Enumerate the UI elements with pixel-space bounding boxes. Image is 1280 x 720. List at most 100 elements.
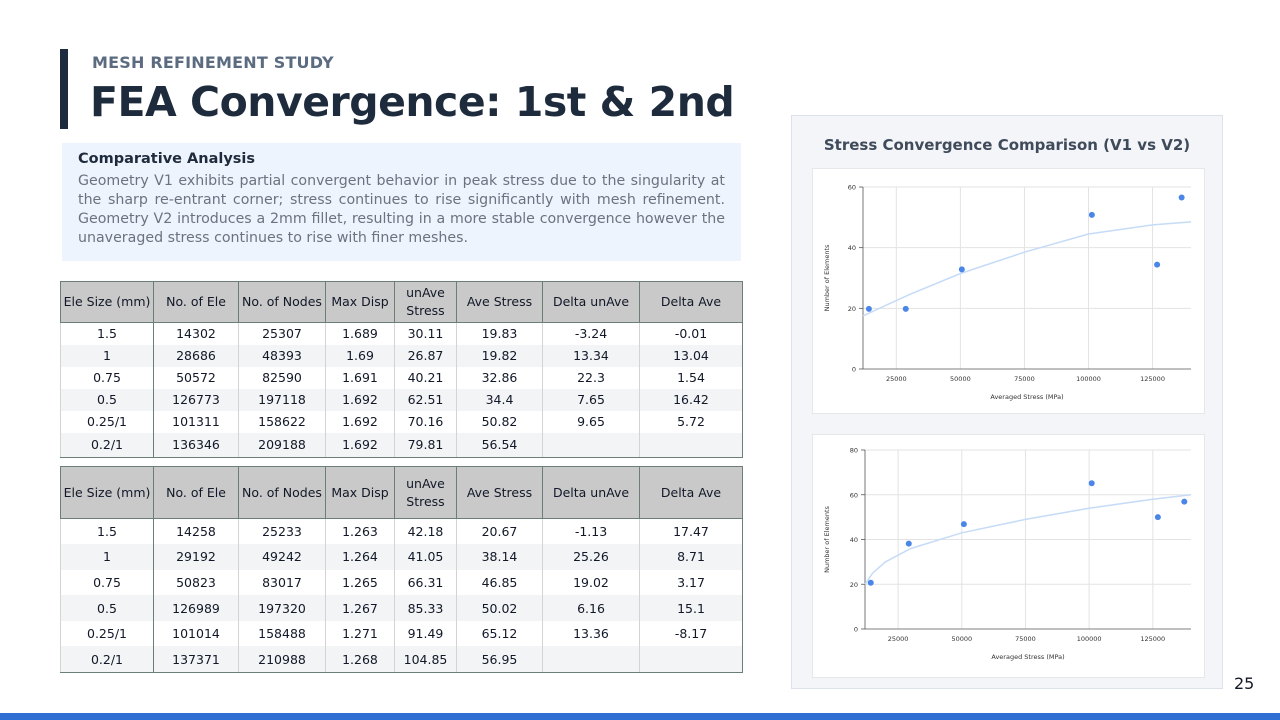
table-cell: 48393 bbox=[238, 344, 326, 367]
table-row: 1 29192 49242 1.264 41.05 38.14 25.26 8.… bbox=[60, 544, 743, 570]
col-header: Ele Size (mm) bbox=[60, 281, 154, 323]
v2-results-table: Ele Size (mm) No. of Ele No. of Nodes Ma… bbox=[60, 466, 743, 673]
data-point bbox=[867, 579, 874, 586]
table-cell: 1.268 bbox=[325, 646, 395, 673]
x-tick-label: 25000 bbox=[886, 375, 907, 383]
data-point bbox=[905, 540, 912, 547]
table-cell: 1.692 bbox=[325, 410, 395, 433]
table-cell: 0.25/1 bbox=[60, 410, 154, 433]
table-cell: 1.691 bbox=[325, 366, 395, 389]
x-tick-label: 125000 bbox=[1140, 635, 1165, 643]
v2-chart-card: 25000 50000 75000 100000 125000 0 20 40 60 80 Aver… bbox=[812, 434, 1205, 678]
table-cell: 34.4 bbox=[456, 388, 543, 411]
table-cell: 49242 bbox=[238, 544, 326, 570]
table-cell: 1.265 bbox=[325, 569, 395, 596]
table-cell: 65.12 bbox=[456, 620, 543, 647]
table-cell: 7.65 bbox=[542, 388, 640, 411]
slide-title: FEA Convergence: 1st & 2nd bbox=[90, 78, 735, 126]
table-cell: 56.54 bbox=[456, 432, 543, 458]
table-cell: 70.16 bbox=[394, 410, 457, 433]
trend-line bbox=[862, 221, 1192, 317]
trend-line bbox=[864, 494, 1192, 585]
col-header: Ave Stress bbox=[456, 281, 543, 323]
col-header: No. of Nodes bbox=[238, 281, 326, 323]
col-header: Ave Stress bbox=[456, 466, 543, 519]
table-cell: 50.82 bbox=[456, 410, 543, 433]
table-cell: 1.264 bbox=[325, 544, 395, 570]
table-cell: 56.95 bbox=[456, 646, 543, 673]
v1-chart-card: 25000 50000 75000 100000 125000 0 20 40 60 Averag… bbox=[812, 168, 1205, 414]
table-cell: 19.82 bbox=[456, 344, 543, 367]
y-tick-label: 80 bbox=[850, 447, 858, 455]
table-cell: 40.21 bbox=[394, 366, 457, 389]
x-tick-label: 100000 bbox=[1076, 375, 1101, 383]
data-point bbox=[1088, 211, 1095, 218]
v2-scatter-chart: 25000 50000 75000 100000 125000 0 20 40 60 80 Aver… bbox=[823, 447, 1192, 661]
data-point bbox=[958, 266, 965, 273]
table-cell: 20.67 bbox=[456, 518, 543, 545]
table-cell: 158622 bbox=[238, 410, 326, 433]
table-cell: 50823 bbox=[153, 569, 239, 596]
col-header: No. of Ele bbox=[153, 466, 239, 519]
y-tick-label: 20 bbox=[850, 581, 858, 589]
table-row: 0.2/1 137371 210988 1.268 104.85 56.95 bbox=[60, 646, 743, 673]
data-point bbox=[1181, 498, 1188, 505]
table-cell: 1.263 bbox=[325, 518, 395, 545]
x-tick-label: 75000 bbox=[1014, 375, 1035, 383]
table-cell: 1.692 bbox=[325, 432, 395, 458]
table-row: 1.5 14302 25307 1.689 30.11 19.83 -3.24 … bbox=[60, 322, 743, 345]
table-cell: 14302 bbox=[153, 322, 239, 345]
table-cell: 62.51 bbox=[394, 388, 457, 411]
table-cell bbox=[639, 432, 743, 458]
table-cell: 82590 bbox=[238, 366, 326, 389]
y-tick-label: 0 bbox=[852, 366, 856, 374]
table-cell: 101014 bbox=[153, 620, 239, 647]
table-cell: 29192 bbox=[153, 544, 239, 570]
table-cell: 0.2/1 bbox=[60, 646, 154, 673]
table-cell: 16.42 bbox=[639, 388, 743, 411]
table-header-row: Ele Size (mm) No. of Ele No. of Nodes Ma… bbox=[60, 281, 743, 323]
y-tick-label: 20 bbox=[848, 305, 856, 313]
table-cell: 50572 bbox=[153, 366, 239, 389]
col-header: unAve Stress bbox=[394, 281, 457, 323]
table-cell: 8.71 bbox=[639, 544, 743, 570]
table-cell: 26.87 bbox=[394, 344, 457, 367]
table-cell: 13.34 bbox=[542, 344, 640, 367]
title-accent-bar bbox=[60, 49, 68, 129]
table-cell: 66.31 bbox=[394, 569, 457, 596]
table-header-row: Ele Size (mm) No. of Ele No. of Nodes Ma… bbox=[60, 466, 743, 519]
x-tick-label: 50000 bbox=[950, 375, 971, 383]
table-cell: 0.5 bbox=[60, 388, 154, 411]
col-header: Ele Size (mm) bbox=[60, 466, 154, 519]
table-cell: 42.18 bbox=[394, 518, 457, 545]
table-cell: 137371 bbox=[153, 646, 239, 673]
data-point bbox=[902, 305, 909, 312]
table-cell: 83017 bbox=[238, 569, 326, 596]
table-cell: 13.36 bbox=[542, 620, 640, 647]
table-cell: -8.17 bbox=[639, 620, 743, 647]
table-cell: -0.01 bbox=[639, 322, 743, 345]
x-tick-label: 125000 bbox=[1140, 375, 1165, 383]
x-axis-label: Averaged Stress (MPa) bbox=[991, 653, 1064, 661]
table-cell: 126773 bbox=[153, 388, 239, 411]
table-cell: 25.26 bbox=[542, 544, 640, 570]
col-header: Max Disp bbox=[325, 281, 395, 323]
table-cell: 28686 bbox=[153, 344, 239, 367]
table-cell: 210988 bbox=[238, 646, 326, 673]
x-tick-label: 50000 bbox=[951, 635, 972, 643]
x-tick-label: 75000 bbox=[1015, 635, 1036, 643]
table-cell: 17.47 bbox=[639, 518, 743, 545]
analysis-heading: Comparative Analysis bbox=[78, 151, 256, 167]
table-cell: 0.2/1 bbox=[60, 432, 154, 458]
x-axis-label: Averaged Stress (MPa) bbox=[990, 393, 1063, 401]
col-header: Delta unAve bbox=[542, 281, 640, 323]
y-tick-label: 40 bbox=[848, 244, 856, 252]
col-header: No. of Nodes bbox=[238, 466, 326, 519]
table-row: 0.5 126989 197320 1.267 85.33 50.02 6.16… bbox=[60, 595, 743, 621]
table-row: 0.5 126773 197118 1.692 62.51 34.4 7.65 … bbox=[60, 388, 743, 411]
table-row: 0.25/1 101014 158488 1.271 91.49 65.12 1… bbox=[60, 620, 743, 647]
table-cell: 3.17 bbox=[639, 569, 743, 596]
col-header: Delta Ave bbox=[639, 281, 743, 323]
data-point bbox=[1088, 480, 1095, 487]
table-row: 0.25/1 101311 158622 1.692 70.16 50.82 9… bbox=[60, 410, 743, 433]
